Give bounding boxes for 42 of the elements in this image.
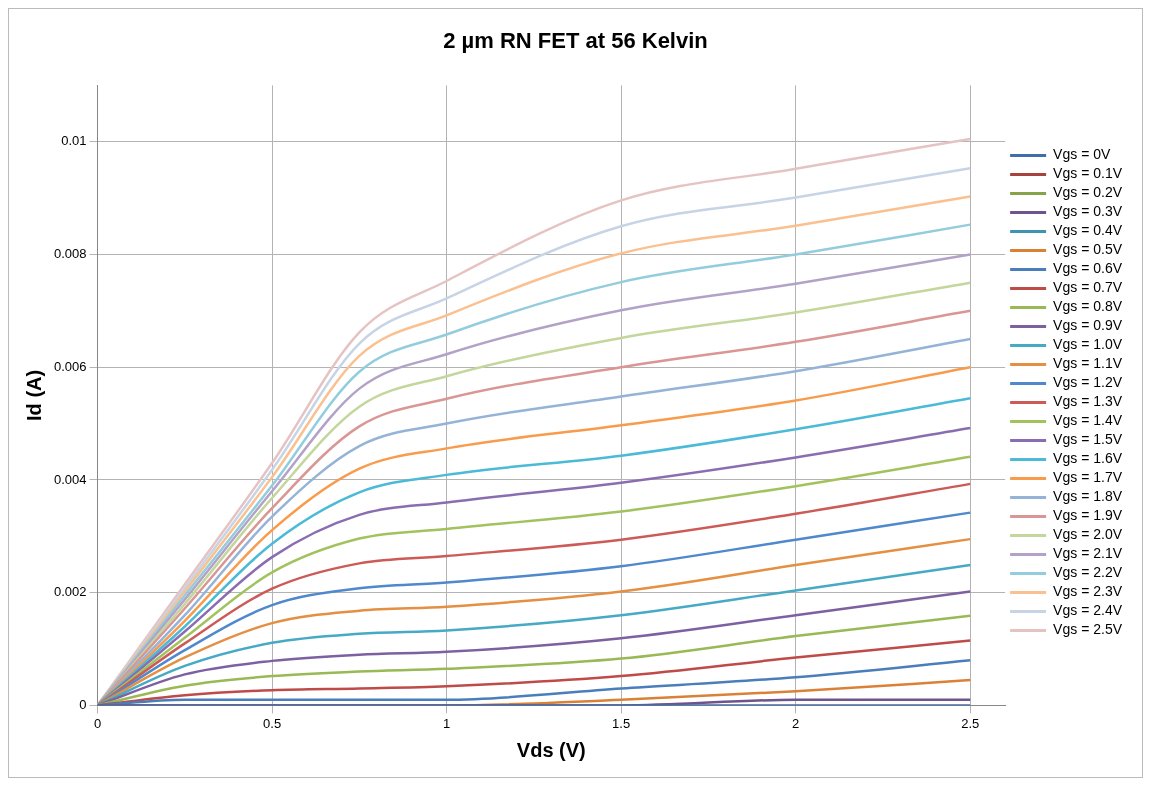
legend-label: Vgs = 2.0V [1053, 526, 1123, 543]
legend-label: Vgs = 1.7V [1053, 469, 1123, 486]
legend-label: Vgs = 0.2V [1053, 184, 1123, 201]
legend-label: Vgs = 0V [1053, 146, 1111, 163]
legend-label: Vgs = 0.4V [1053, 222, 1123, 239]
x-tick-label: 1 [442, 715, 451, 731]
y-tick-label: 0 [79, 696, 87, 712]
y-tick-label: 0.002 [53, 584, 87, 600]
legend-label: Vgs = 2.3V [1053, 583, 1123, 600]
legend-label: Vgs = 1.1V [1053, 355, 1123, 372]
y-tick-label: 0.004 [53, 471, 87, 487]
y-tick-label: 0.01 [61, 133, 87, 149]
legend-label: Vgs = 0.5V [1053, 241, 1123, 258]
legend-label: Vgs = 2.1V [1053, 545, 1123, 562]
y-tick-label: 0.006 [53, 358, 87, 374]
legend-label: Vgs = 0.9V [1053, 317, 1123, 334]
y-tick-label: 0.008 [53, 246, 87, 262]
legend-label: Vgs = 2.5V [1053, 621, 1123, 638]
x-axis-title: Vds (V) [516, 738, 586, 761]
legend-label: Vgs = 1.8V [1053, 488, 1123, 505]
legend-label: Vgs = 1.5V [1053, 431, 1123, 448]
line-series [97, 590, 972, 706]
y-axis-title: Id (A) [22, 369, 45, 421]
legend-label: Vgs = 1.4V [1053, 412, 1123, 429]
legend-label: Vgs = 1.2V [1053, 374, 1123, 391]
legend-label: Vgs = 1.6V [1053, 450, 1123, 467]
legend-label: Vgs = 1.3V [1053, 393, 1123, 410]
legend-label: Vgs = 0.6V [1053, 260, 1123, 277]
legend-label: Vgs = 0.1V [1053, 165, 1123, 182]
x-tick-label: 0.5 [263, 715, 282, 731]
x-tick-label: 0 [93, 715, 102, 731]
legend-label: Vgs = 1.9V [1053, 507, 1123, 524]
legend-label: Vgs = 2.4V [1053, 602, 1123, 619]
x-tick-label: 1.5 [612, 715, 631, 731]
legend-label: Vgs = 1.0V [1053, 336, 1123, 353]
legend-label: Vgs = 2.2V [1053, 564, 1123, 581]
chart-title: 2 µm RN FET at 56 Kelvin [443, 28, 708, 54]
x-tick-label: 2.5 [961, 715, 980, 731]
legend-label: Vgs = 0.3V [1053, 203, 1123, 220]
legend-label: Vgs = 0.8V [1053, 298, 1123, 315]
x-tick-label: 2 [792, 715, 800, 731]
legend-label: Vgs = 0.7V [1053, 279, 1123, 296]
